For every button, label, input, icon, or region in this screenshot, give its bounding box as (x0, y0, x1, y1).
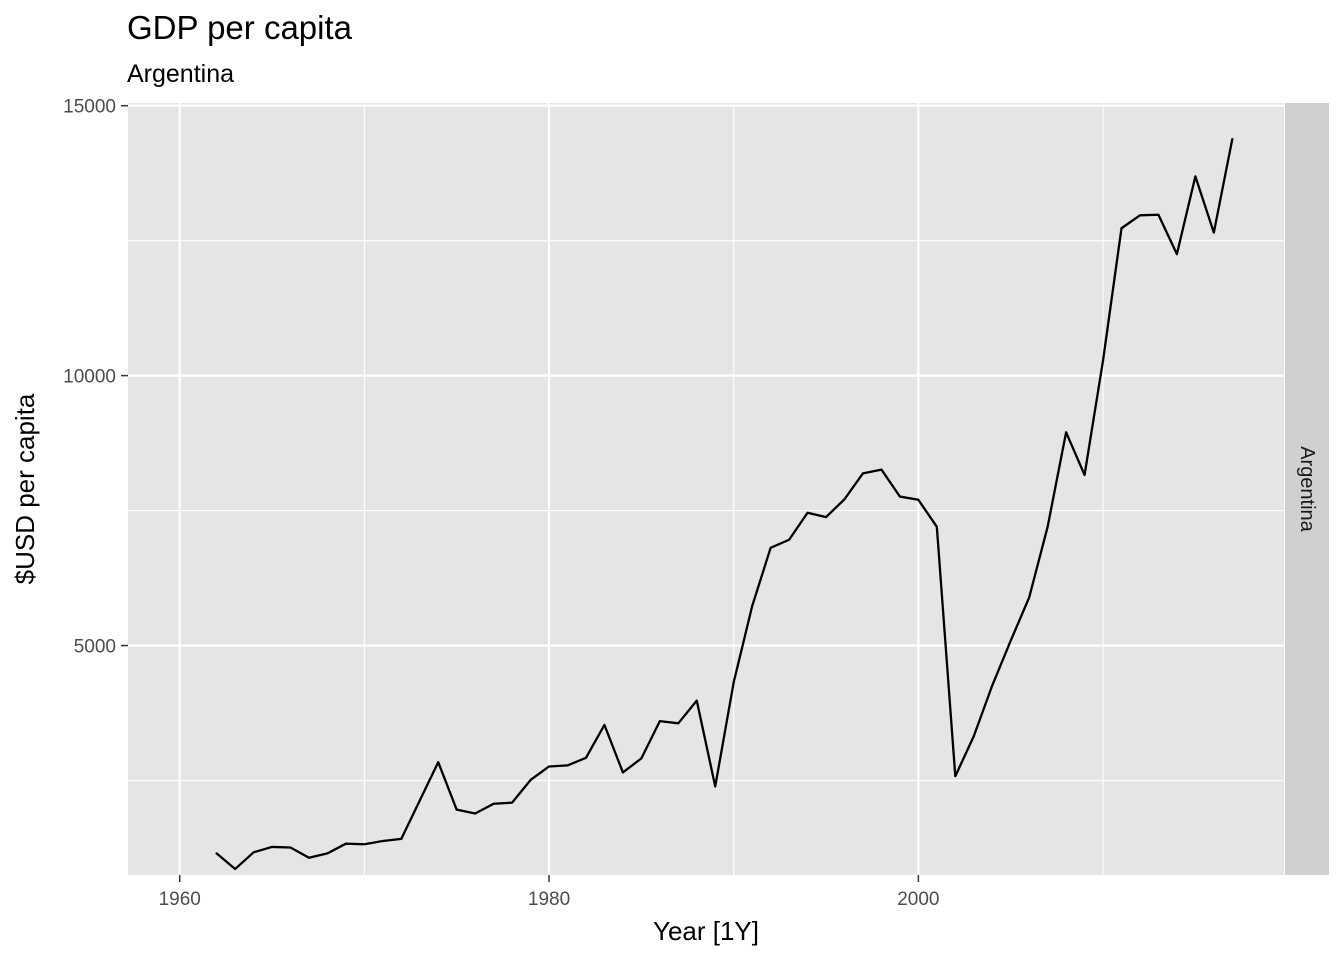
series-line (215, 138, 1234, 871)
x-tick-label: 1960 (159, 889, 201, 910)
y-axis: 5000 10000 15000 (63, 97, 128, 658)
x-tick-label: 1980 (528, 889, 570, 910)
y-tick-label: 10000 (63, 367, 116, 388)
chart-subtitle: Argentina (127, 60, 234, 88)
facet-strip (1285, 103, 1329, 875)
y-tick-label: 15000 (63, 97, 116, 118)
series-group (215, 138, 1234, 871)
grid-major (128, 103, 1284, 875)
x-axis-title: Year [1Y] (653, 916, 759, 946)
plot-panel (128, 103, 1284, 875)
chart-title: GDP per capita (127, 9, 353, 46)
x-tick-label: 2000 (897, 889, 939, 910)
facet-strip-label: Argentina (1296, 446, 1318, 532)
grid-minor (128, 103, 1284, 875)
y-tick-label: 5000 (74, 637, 116, 658)
x-axis: 1960 1980 2000 (159, 875, 940, 910)
y-axis-title: $USD per capita (10, 393, 40, 584)
